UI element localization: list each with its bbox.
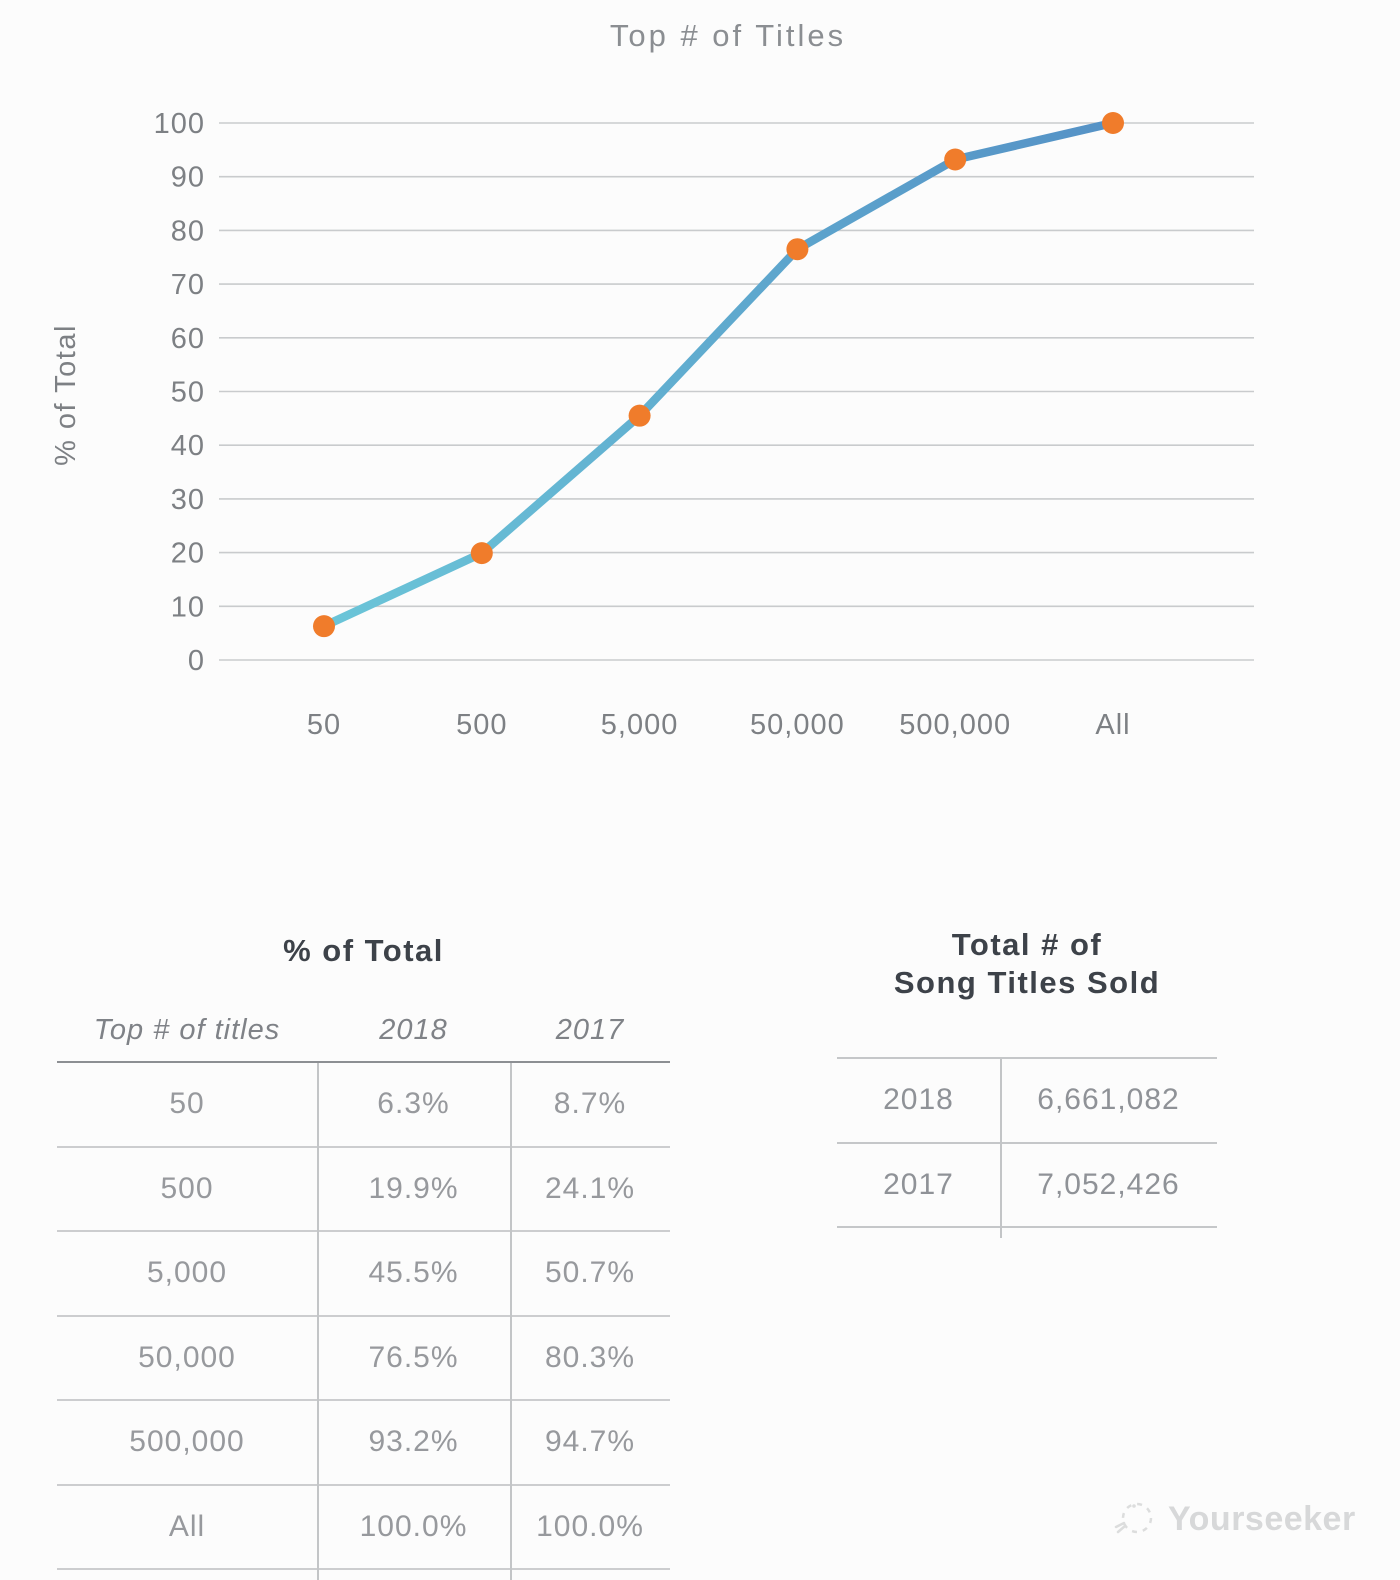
table-cell: 50 xyxy=(169,1087,205,1121)
table-row: 5,000 45.5% 50.7% xyxy=(57,1232,670,1317)
x-tick-label: 5,000 xyxy=(601,709,679,741)
table-row: 2018 6,661,082 xyxy=(837,1059,1217,1144)
left-table-col-header: 2017 xyxy=(555,1013,625,1046)
table-cell: 500 xyxy=(160,1171,214,1205)
table-cell: 2018 xyxy=(883,1083,954,1117)
left-table-col-header: Top # of titles xyxy=(93,1013,281,1046)
table-cell: 93.2% xyxy=(368,1425,459,1459)
song-titles-sold-table: 2018 6,661,082 2017 7,052,426 xyxy=(837,1057,1217,1238)
y-axis-label: % of Total xyxy=(50,324,82,466)
data-point-marker xyxy=(313,615,335,638)
column-divider xyxy=(317,1063,319,1580)
table-cell: 19.9% xyxy=(368,1171,459,1205)
y-tick-label: 20 xyxy=(171,538,205,570)
table-cell: 100.0% xyxy=(536,1509,644,1543)
yourseeker-logo-icon xyxy=(1114,1502,1153,1534)
data-point-marker xyxy=(786,238,809,261)
y-tick-label: 0 xyxy=(188,645,205,677)
table-cell: 24.1% xyxy=(544,1171,636,1205)
x-tick-label: 50,000 xyxy=(750,709,845,741)
data-point-marker xyxy=(1102,112,1124,134)
left-table-title: % of Total xyxy=(283,933,444,968)
right-table-title-line2: Song Titles Sold xyxy=(893,965,1161,1000)
table-cell: 76.5% xyxy=(368,1340,459,1374)
table-row: 500,000 93.2% 94.7% xyxy=(57,1401,670,1486)
table-cell: 500,000 xyxy=(129,1425,245,1459)
x-tick-label: All xyxy=(1095,709,1130,741)
left-table-col-header: 2018 xyxy=(379,1013,448,1046)
table-cell: 6.3% xyxy=(377,1087,450,1121)
table-cell: 50.7% xyxy=(544,1256,636,1290)
y-tick-label: 10 xyxy=(171,591,205,623)
percent-of-total-table: 50 6.3% 8.7% 500 19.9% 24.1% 5,000 45.5%… xyxy=(57,1061,670,1580)
x-tick-label: 500 xyxy=(456,709,507,741)
table-cell: 8.7% xyxy=(553,1087,627,1121)
y-tick-label: 30 xyxy=(171,484,205,516)
table-row: All 100.0% 100.0% xyxy=(57,1486,670,1570)
data-point-marker xyxy=(470,542,493,565)
right-table-title: Total # of Song Titles Sold xyxy=(837,926,1217,1002)
table-row: 500 19.9% 24.1% xyxy=(57,1148,670,1232)
y-tick-label: 50 xyxy=(171,377,205,409)
table-cell: 2017 xyxy=(883,1167,954,1201)
data-point-marker xyxy=(944,148,967,171)
chart-title: Top # of Titles xyxy=(610,18,846,53)
y-tick-label: 60 xyxy=(171,323,205,355)
table-cell: 6,661,082 xyxy=(1037,1083,1180,1117)
table-cell: 80.3% xyxy=(544,1340,636,1374)
left-table-header-row: Top # of titles 2018 2017 xyxy=(57,1008,670,1052)
table-cell: 7,052,426 xyxy=(1037,1167,1180,1201)
table-cell: All xyxy=(168,1509,206,1543)
y-tick-label: 100 xyxy=(154,108,205,140)
y-tick-label: 90 xyxy=(171,162,205,194)
column-divider xyxy=(510,1063,512,1580)
table-cell: 45.5% xyxy=(368,1256,459,1290)
x-tick-label: 500,000 xyxy=(899,709,1011,741)
column-divider xyxy=(1000,1059,1002,1238)
y-tick-label: 80 xyxy=(171,215,205,247)
table-cell: 50,000 xyxy=(138,1340,236,1374)
right-table-title-line1: Total # of xyxy=(951,927,1103,962)
x-tick-label: 50 xyxy=(307,709,341,741)
series-line-2018 xyxy=(319,118,1118,631)
data-point-marker xyxy=(628,404,651,427)
line-chart: Top # of Titles % of Total 0 10 20 30 40 50 60 70… xyxy=(50,18,1254,741)
table-cell: 94.7% xyxy=(544,1425,636,1459)
table-row: 50 6.3% 8.7% xyxy=(57,1063,670,1148)
y-tick-label: 40 xyxy=(171,430,205,462)
table-row: 2017 7,052,426 xyxy=(837,1144,1217,1228)
watermark: Yourseeker xyxy=(1112,1496,1356,1542)
watermark-label: Yourseeker xyxy=(1168,1499,1356,1538)
table-cell: 5,000 xyxy=(146,1256,228,1290)
table-row: 50,000 76.5% 80.3% xyxy=(57,1317,670,1401)
table-cell: 100.0% xyxy=(359,1509,468,1543)
y-tick-label: 70 xyxy=(171,269,205,301)
